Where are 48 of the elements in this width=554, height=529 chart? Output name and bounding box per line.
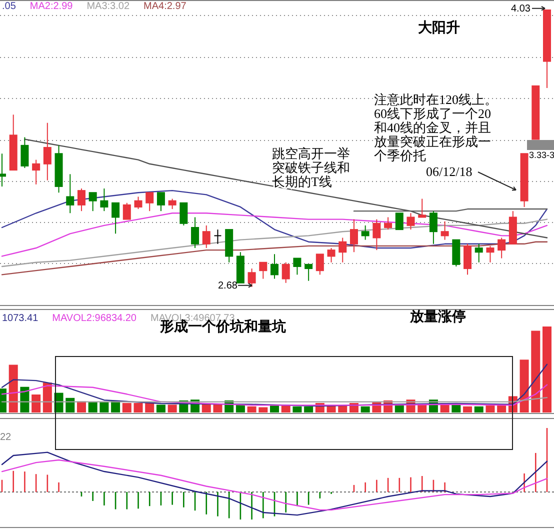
bar (168, 404, 177, 412)
annotation: 2.68 (218, 280, 238, 291)
bar (8, 364, 18, 412)
bar (463, 406, 472, 412)
bar (32, 394, 41, 412)
annotation: 06/12/18 (426, 164, 472, 179)
bar (520, 360, 529, 412)
text: MA2:2.99 (30, 1, 74, 12)
candlestick (270, 254, 278, 280)
bar (156, 404, 166, 412)
bar (542, 326, 552, 412)
bar (122, 403, 132, 412)
bar (88, 402, 98, 412)
candlestick (66, 174, 74, 214)
bar (76, 401, 86, 412)
annotation: 注意此时在120线上。60线下形成了一个20和40线的金叉，并且放量突破正在形成一个季价托 (374, 92, 498, 163)
bar (292, 406, 302, 412)
bar (236, 404, 245, 412)
text: 1073.41 (2, 313, 39, 324)
text: MA3:3.02 (86, 1, 130, 12)
bar (304, 406, 314, 412)
bar (247, 406, 256, 412)
text: MA4:2.97 (144, 1, 187, 12)
bar (202, 404, 211, 412)
annotation: 22 (0, 432, 12, 443)
annotation: 4.03 (511, 2, 531, 14)
candlestick (350, 218, 358, 253)
bar (474, 406, 484, 412)
bar (497, 404, 506, 412)
bar (258, 407, 268, 412)
bar (134, 403, 143, 412)
bar (338, 406, 348, 412)
bar (281, 406, 290, 412)
bar (394, 404, 404, 412)
text: 放量涨停 (409, 309, 466, 325)
text: MAVOL2:96834.20 (52, 313, 137, 324)
annotation: 3.33-3 (529, 150, 554, 160)
bar (531, 330, 540, 412)
bar (360, 406, 370, 412)
text: .05 (2, 1, 16, 12)
bar (213, 404, 222, 412)
candlestick (43, 122, 52, 181)
bar (145, 403, 154, 412)
annotation: 大阳升 (418, 19, 460, 36)
candlestick (440, 220, 449, 240)
bar (100, 402, 109, 412)
annotation: 跳空高开一举突破铁子线和长期的T线 (272, 146, 350, 189)
bar (486, 406, 495, 412)
